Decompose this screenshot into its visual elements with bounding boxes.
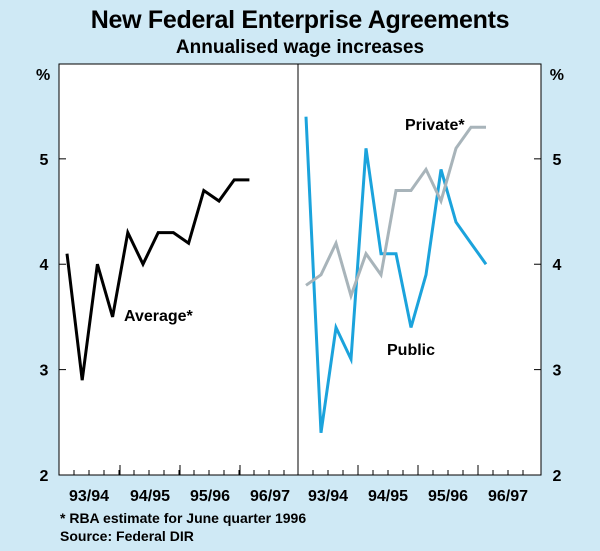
label-public: Public [387, 342, 435, 359]
x-tick-label: 96/97 [250, 488, 290, 505]
x-tick-label: 95/96 [428, 488, 468, 505]
chart-subtitle: Annualised wage increases [175, 37, 425, 58]
x-tick-label: 93/94 [69, 488, 109, 505]
y-tick-label-right: 2 [553, 468, 562, 485]
series-line-average [65, 178, 250, 381]
y-tick-label-left: 3 [40, 363, 49, 380]
y-tick-label-left: 2 [40, 468, 49, 485]
x-tick-label: 96/97 [488, 488, 528, 505]
y-tick-label-left: 5 [40, 152, 49, 169]
plot-area [58, 63, 542, 476]
label-average: Average* [124, 308, 194, 325]
x-tick-label: 94/95 [368, 488, 408, 505]
series-line-private [305, 125, 486, 301]
x-tick-label: 94/95 [130, 488, 170, 505]
y-axis-unit-left: % [36, 67, 50, 84]
footnote-estimate: * RBA estimate for June quarter 1996 [60, 510, 307, 526]
y-tick-label-right: 4 [553, 257, 562, 274]
footnote-source: Source: Federal DIR [60, 528, 194, 544]
label-private: Private* [405, 117, 465, 134]
chart-title: New Federal Enterprise Agreements [90, 6, 510, 34]
y-tick-label-right: 5 [553, 152, 562, 169]
x-tick-label: 95/96 [190, 488, 230, 505]
x-tick-label: 93/94 [308, 488, 348, 505]
y-axis-unit-right: % [550, 67, 564, 84]
series-line-public [304, 116, 488, 434]
y-tick-label-right: 3 [553, 363, 562, 380]
y-tick-label-left: 4 [40, 257, 49, 274]
